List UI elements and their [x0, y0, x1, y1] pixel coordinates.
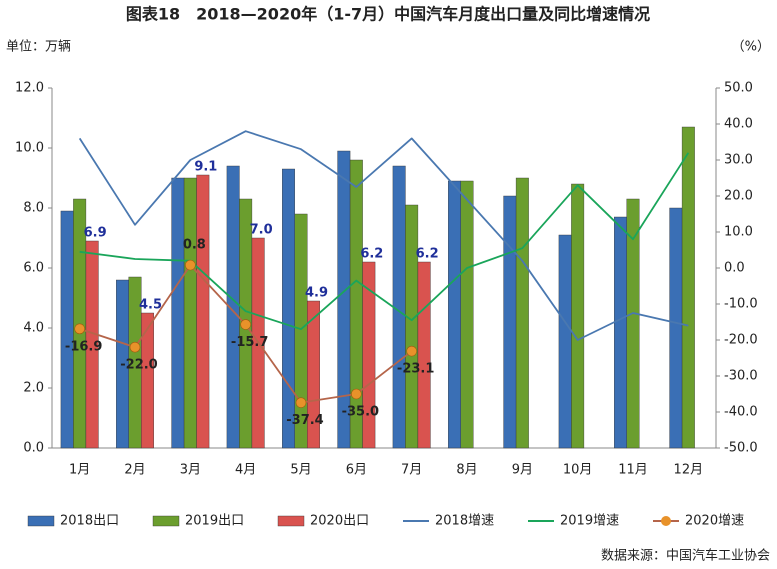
bar [337, 150, 351, 449]
data-label: 6.9 [84, 226, 107, 241]
data-label: -23.1 [397, 362, 434, 377]
legend-swatch [152, 515, 180, 527]
bar [626, 198, 640, 449]
y2-tick-label: -40.0 [724, 405, 758, 420]
x-tick-label: 10月 [563, 463, 593, 478]
bar [141, 312, 154, 449]
legend-label: 2018出口 [60, 514, 119, 529]
point [185, 259, 196, 271]
bar [60, 210, 74, 449]
point [74, 323, 85, 335]
y-tick-label: 12.0 [15, 81, 44, 96]
point [129, 341, 141, 353]
y-tick-label: 10.0 [15, 141, 44, 156]
bar [362, 261, 376, 449]
y2-tick-label: 0.0 [724, 261, 745, 276]
point [351, 388, 362, 400]
source: 数据来源：中国汽车工业协会 [601, 548, 770, 564]
bar [85, 240, 99, 449]
y2-tick-label: -50.0 [724, 441, 758, 456]
x-tick-label: 2月 [124, 463, 145, 478]
bar [460, 180, 474, 449]
x-tick-label: 4月 [235, 463, 256, 478]
x-tick-label: 7月 [401, 463, 422, 478]
data-label: -15.7 [231, 335, 268, 350]
y-tick-label: 2.0 [23, 381, 44, 396]
legend-swatch [27, 515, 55, 527]
legend-label: 2018增速 [435, 514, 494, 529]
legend-label: 2019出口 [185, 514, 244, 529]
y2-tick-label: 20.0 [724, 189, 753, 204]
y-axis-label: 单位：万辆 [6, 40, 71, 55]
x-tick-label: 12月 [674, 463, 704, 478]
legend-marker [661, 516, 671, 526]
legend-label: 2020增速 [685, 514, 744, 529]
y2-tick-label: -20.0 [724, 333, 758, 348]
y2-axis-label: （%） [732, 40, 770, 55]
y-tick-label: 0.0 [23, 441, 44, 456]
x-tick-label: 6月 [346, 463, 367, 478]
x-tick-label: 11月 [618, 463, 648, 478]
data-label: 0.8 [183, 238, 206, 253]
point [295, 397, 307, 408]
data-label: 7.0 [250, 223, 273, 238]
x-tick-label: 9月 [512, 463, 533, 478]
bar [171, 177, 185, 449]
bar [558, 234, 572, 449]
chart-title: 图表18 2018—2020年（1-7月）中国汽车月度出口量及同比增速情况 [126, 5, 650, 24]
data-label: -16.9 [65, 339, 102, 354]
data-label: -22.0 [120, 358, 157, 373]
bar [448, 180, 461, 449]
data-label: 9.1 [194, 160, 217, 175]
bar [681, 126, 695, 449]
line [78, 130, 689, 341]
bar [196, 174, 210, 449]
y-tick-label: 4.0 [23, 321, 44, 336]
y2-tick-label: 50.0 [724, 81, 753, 96]
legend-label: 2020出口 [310, 514, 369, 529]
bar [392, 165, 406, 449]
x-tick-label: 1月 [69, 463, 90, 478]
data-label: -35.0 [342, 405, 379, 420]
y2-tick-label: -10.0 [724, 297, 758, 312]
data-label: -37.4 [286, 413, 323, 428]
y2-tick-label: 30.0 [724, 153, 753, 168]
bar [571, 183, 585, 449]
x-tick-label: 5月 [290, 463, 311, 478]
bar [417, 261, 431, 449]
bar [307, 300, 320, 449]
bar [614, 216, 627, 449]
bar [669, 207, 683, 449]
bar [282, 168, 295, 449]
y-tick-label: 8.0 [23, 201, 44, 216]
bar [405, 204, 419, 449]
y2-tick-label: 40.0 [724, 117, 753, 132]
y2-tick-label: 10.0 [724, 225, 753, 240]
x-tick-label: 3月 [180, 463, 201, 478]
y2-tick-label: -30.0 [724, 369, 758, 384]
x-tick-label: 8月 [456, 463, 477, 478]
data-label: 6.2 [416, 247, 439, 262]
data-label: 4.5 [139, 298, 162, 313]
data-label: 4.9 [305, 286, 328, 301]
line [79, 152, 690, 331]
point [240, 319, 251, 330]
y-tick-label: 6.0 [23, 261, 44, 276]
point [406, 345, 417, 357]
data-label: 6.2 [360, 247, 383, 262]
bar [515, 177, 529, 449]
legend-label: 2019增速 [560, 514, 619, 529]
bar [503, 195, 517, 449]
bar [183, 177, 197, 449]
legend-swatch [277, 515, 305, 527]
